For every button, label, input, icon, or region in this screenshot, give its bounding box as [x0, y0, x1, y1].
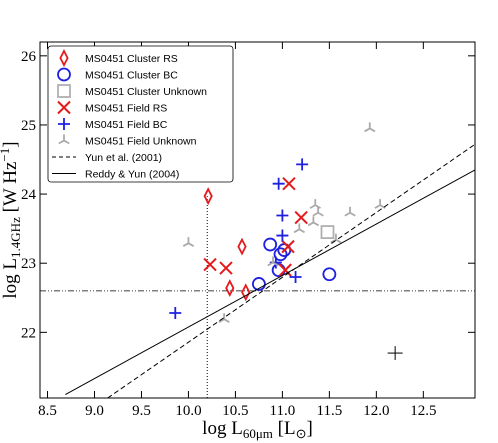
x-axis-label-part: ⊙ — [296, 426, 307, 441]
legend: MS0451 Cluster RS MS0451 Cluster BC MS0451… — [47, 45, 234, 183]
fit-line — [107, 143, 475, 398]
marker-tri — [58, 134, 70, 145]
marker-tri — [344, 206, 356, 217]
marker-tri — [267, 256, 279, 267]
marker-tri — [374, 199, 386, 209]
marker-plus — [58, 118, 70, 130]
legend-box — [47, 45, 234, 183]
x-tick-label: 8.5 — [38, 403, 57, 419]
marker-tri — [182, 237, 195, 247]
marker-circle — [252, 277, 266, 291]
marker-plus — [169, 306, 182, 319]
marker-x — [203, 257, 217, 272]
marker-circle — [263, 237, 278, 252]
y-tick-label: 24 — [21, 187, 37, 203]
marker-diamond — [241, 283, 251, 302]
marker-x — [57, 100, 71, 115]
marker-diamond — [203, 187, 213, 206]
x-axis-label: log L60μm [L⊙] — [202, 418, 313, 441]
legend-label: MS0451 Field BC — [85, 119, 168, 131]
marker-plus — [272, 177, 285, 190]
marker-x — [278, 263, 292, 277]
y-axis-label-part: 1.4GHz — [8, 217, 23, 258]
marker-x — [282, 177, 296, 191]
y-tick-label: 23 — [21, 256, 36, 272]
x-tick-label: 10.5 — [222, 403, 248, 419]
marker-circle — [57, 67, 71, 82]
y-axis-label: log L1.4GHz [W Hz−1] — [0, 141, 23, 298]
y-tick-label: 22 — [21, 325, 36, 341]
y-axis-label-part: −1 — [0, 148, 12, 162]
marker-square — [57, 84, 71, 98]
x-tick-label: 9.0 — [85, 403, 104, 419]
marker-x — [281, 239, 295, 254]
plot-frame — [39, 41, 476, 399]
x-tick-label: 9.5 — [132, 403, 151, 419]
marker-diamond — [225, 279, 235, 298]
marker-tri — [309, 199, 321, 209]
marker-plus — [276, 209, 289, 222]
marker-circle — [273, 247, 288, 262]
legend-label: MS0451 Field Unknown — [85, 136, 197, 148]
marker-tri — [307, 216, 320, 227]
x-tick-label: 12.5 — [410, 403, 436, 419]
marker-plus — [289, 271, 302, 284]
marker-tri — [330, 233, 342, 244]
marker-circle — [271, 263, 286, 278]
marker-x — [219, 261, 233, 275]
marker-x — [294, 210, 308, 225]
marker-circle — [322, 267, 337, 282]
x-tick-label: 11.0 — [270, 403, 296, 419]
marker-tri — [293, 223, 305, 234]
legend-label: MS0451 Cluster BC — [85, 70, 178, 82]
legend-label: Reddy & Yun (2004) — [85, 169, 179, 181]
marker-tri — [364, 122, 376, 133]
marker-diamond — [59, 49, 69, 67]
x-axis-label-part: [L — [273, 418, 296, 439]
x-axis-label-part: ] — [307, 418, 313, 439]
x-axis-label-part: 60μm — [243, 426, 273, 441]
marker-square — [320, 225, 335, 239]
marker-tri — [218, 313, 230, 323]
y-tick-label: 26 — [21, 49, 37, 65]
plot — [40, 122, 475, 398]
x-axis-label-part: log L — [202, 418, 243, 439]
y-tick-label: 25 — [21, 118, 36, 134]
legend-label: MS0451 Cluster Unknown — [85, 86, 207, 98]
y-axis-label-part: [W Hz — [0, 162, 21, 218]
marker-plus — [296, 158, 309, 171]
marker-diamond — [237, 237, 247, 256]
x-tick-label: 10.0 — [175, 403, 201, 419]
marker-plus — [276, 229, 289, 242]
legend-label: MS0451 Cluster RS — [85, 53, 178, 65]
marker-tri — [312, 206, 324, 217]
y-axis-label-part: ] — [0, 141, 21, 147]
x-tick-label: 11.5 — [317, 403, 343, 419]
legend-label: MS0451 Field RS — [85, 103, 167, 115]
x-tick-label: 12.0 — [363, 403, 389, 419]
legend-label: Yun et al. (2001) — [85, 152, 162, 164]
y-axis-label-part: log L — [0, 258, 21, 299]
fit-line — [65, 169, 475, 395]
